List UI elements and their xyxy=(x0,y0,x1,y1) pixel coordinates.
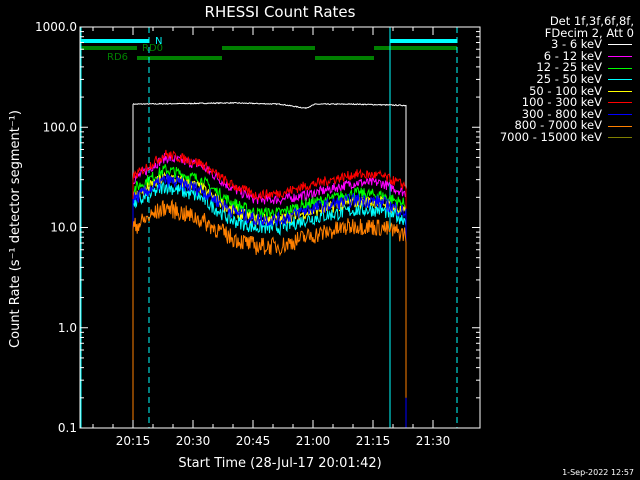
legend-swatch xyxy=(608,102,632,104)
legend-swatch xyxy=(608,67,632,69)
legend-entry-label: 12 - 25 keV xyxy=(536,60,602,75)
legend-entry-label: 100 - 300 keV xyxy=(521,95,602,110)
series-line-0 xyxy=(132,101,407,428)
flag-label-rd6: RD6 xyxy=(107,52,128,63)
legend-swatch xyxy=(608,56,632,58)
x-axis-ticks: 20:15 20:30 20:45 21:00 21:15 21:30 xyxy=(92,27,451,448)
series-line-1 xyxy=(132,153,407,428)
y-axis-label: Count Rate (s⁻¹ detector segment⁻¹) xyxy=(8,110,23,348)
legend-header-decim: FDecim 2, Att 0 xyxy=(544,25,634,40)
legend-swatch xyxy=(608,125,632,127)
timestamp: 1-Sep-2022 12:57 xyxy=(562,468,634,477)
chart-title: RHESSI Count Rates xyxy=(205,3,356,21)
x-tick-label: 20:30 xyxy=(176,434,211,448)
legend: Det 1f,3f,6f,8f, FDecim 2, Att 0 3 - 6 k… xyxy=(454,14,634,144)
x-tick-label: 20:15 xyxy=(116,434,151,448)
series-line-2 xyxy=(132,164,407,428)
legend-entry-label: 25 - 50 keV xyxy=(536,71,602,86)
flag-label-n: N xyxy=(155,36,162,47)
x-tick-label: 21:30 xyxy=(416,434,451,448)
legend-entry-label: 6 - 12 keV xyxy=(543,48,602,63)
legend-swatch xyxy=(608,79,632,81)
x-tick-label: 20:45 xyxy=(236,434,271,448)
y-axis-ticks: 0.1 1.0 10.0 100.0 1000.0 xyxy=(35,20,480,435)
legend-entry: 12 - 25 keV xyxy=(454,62,634,74)
y-tick-label: 10.0 xyxy=(50,221,77,235)
y-tick-label: 100.0 xyxy=(43,120,77,134)
x-tick-label: 21:00 xyxy=(296,434,331,448)
legend-swatch xyxy=(608,114,632,116)
legend-entry: 800 - 7000 keV xyxy=(454,120,634,132)
series-line-5 xyxy=(132,149,407,428)
y-tick-label: 1.0 xyxy=(58,321,77,335)
legend-entry: 3 - 6 keV xyxy=(454,39,634,51)
legend-entry: 100 - 300 keV xyxy=(454,97,634,109)
x-axis-label: Start Time (28-Jul-17 20:01:42) xyxy=(178,456,381,471)
flag-label-rd0: RD0 xyxy=(142,43,163,54)
legend-entry: 7000 - 15000 keV xyxy=(454,129,634,144)
legend-entry-label: 7000 - 15000 keV xyxy=(499,129,602,144)
legend-header-detectors: Det 1f,3f,6f,8f, xyxy=(549,14,634,28)
legend-entry: 300 - 800 keV xyxy=(454,106,634,121)
legend-entry-label: 800 - 7000 keV xyxy=(514,118,602,133)
legend-entry: 6 - 12 keV xyxy=(454,48,634,63)
series-line-7 xyxy=(132,198,407,428)
legend-entry-label: 50 - 100 keV xyxy=(529,83,602,98)
x-tick-label: 21:15 xyxy=(356,434,391,448)
legend-entries: 3 - 6 keV 6 - 12 keV 12 - 25 keV 25 - 50 ke… xyxy=(454,39,634,143)
legend-entry-label: 3 - 6 keV xyxy=(551,37,602,52)
series-lines xyxy=(132,101,407,428)
legend-swatch xyxy=(608,44,632,46)
y-tick-label: 0.1 xyxy=(58,421,77,435)
legend-entry: 25 - 50 keV xyxy=(454,71,634,86)
legend-swatch xyxy=(608,137,632,139)
series-line-6 xyxy=(132,173,407,428)
y-tick-label: 1000.0 xyxy=(35,20,77,34)
legend-swatch xyxy=(608,90,632,92)
legend-entry: 50 - 100 keV xyxy=(454,83,634,98)
legend-entry-label: 300 - 800 keV xyxy=(521,106,602,121)
